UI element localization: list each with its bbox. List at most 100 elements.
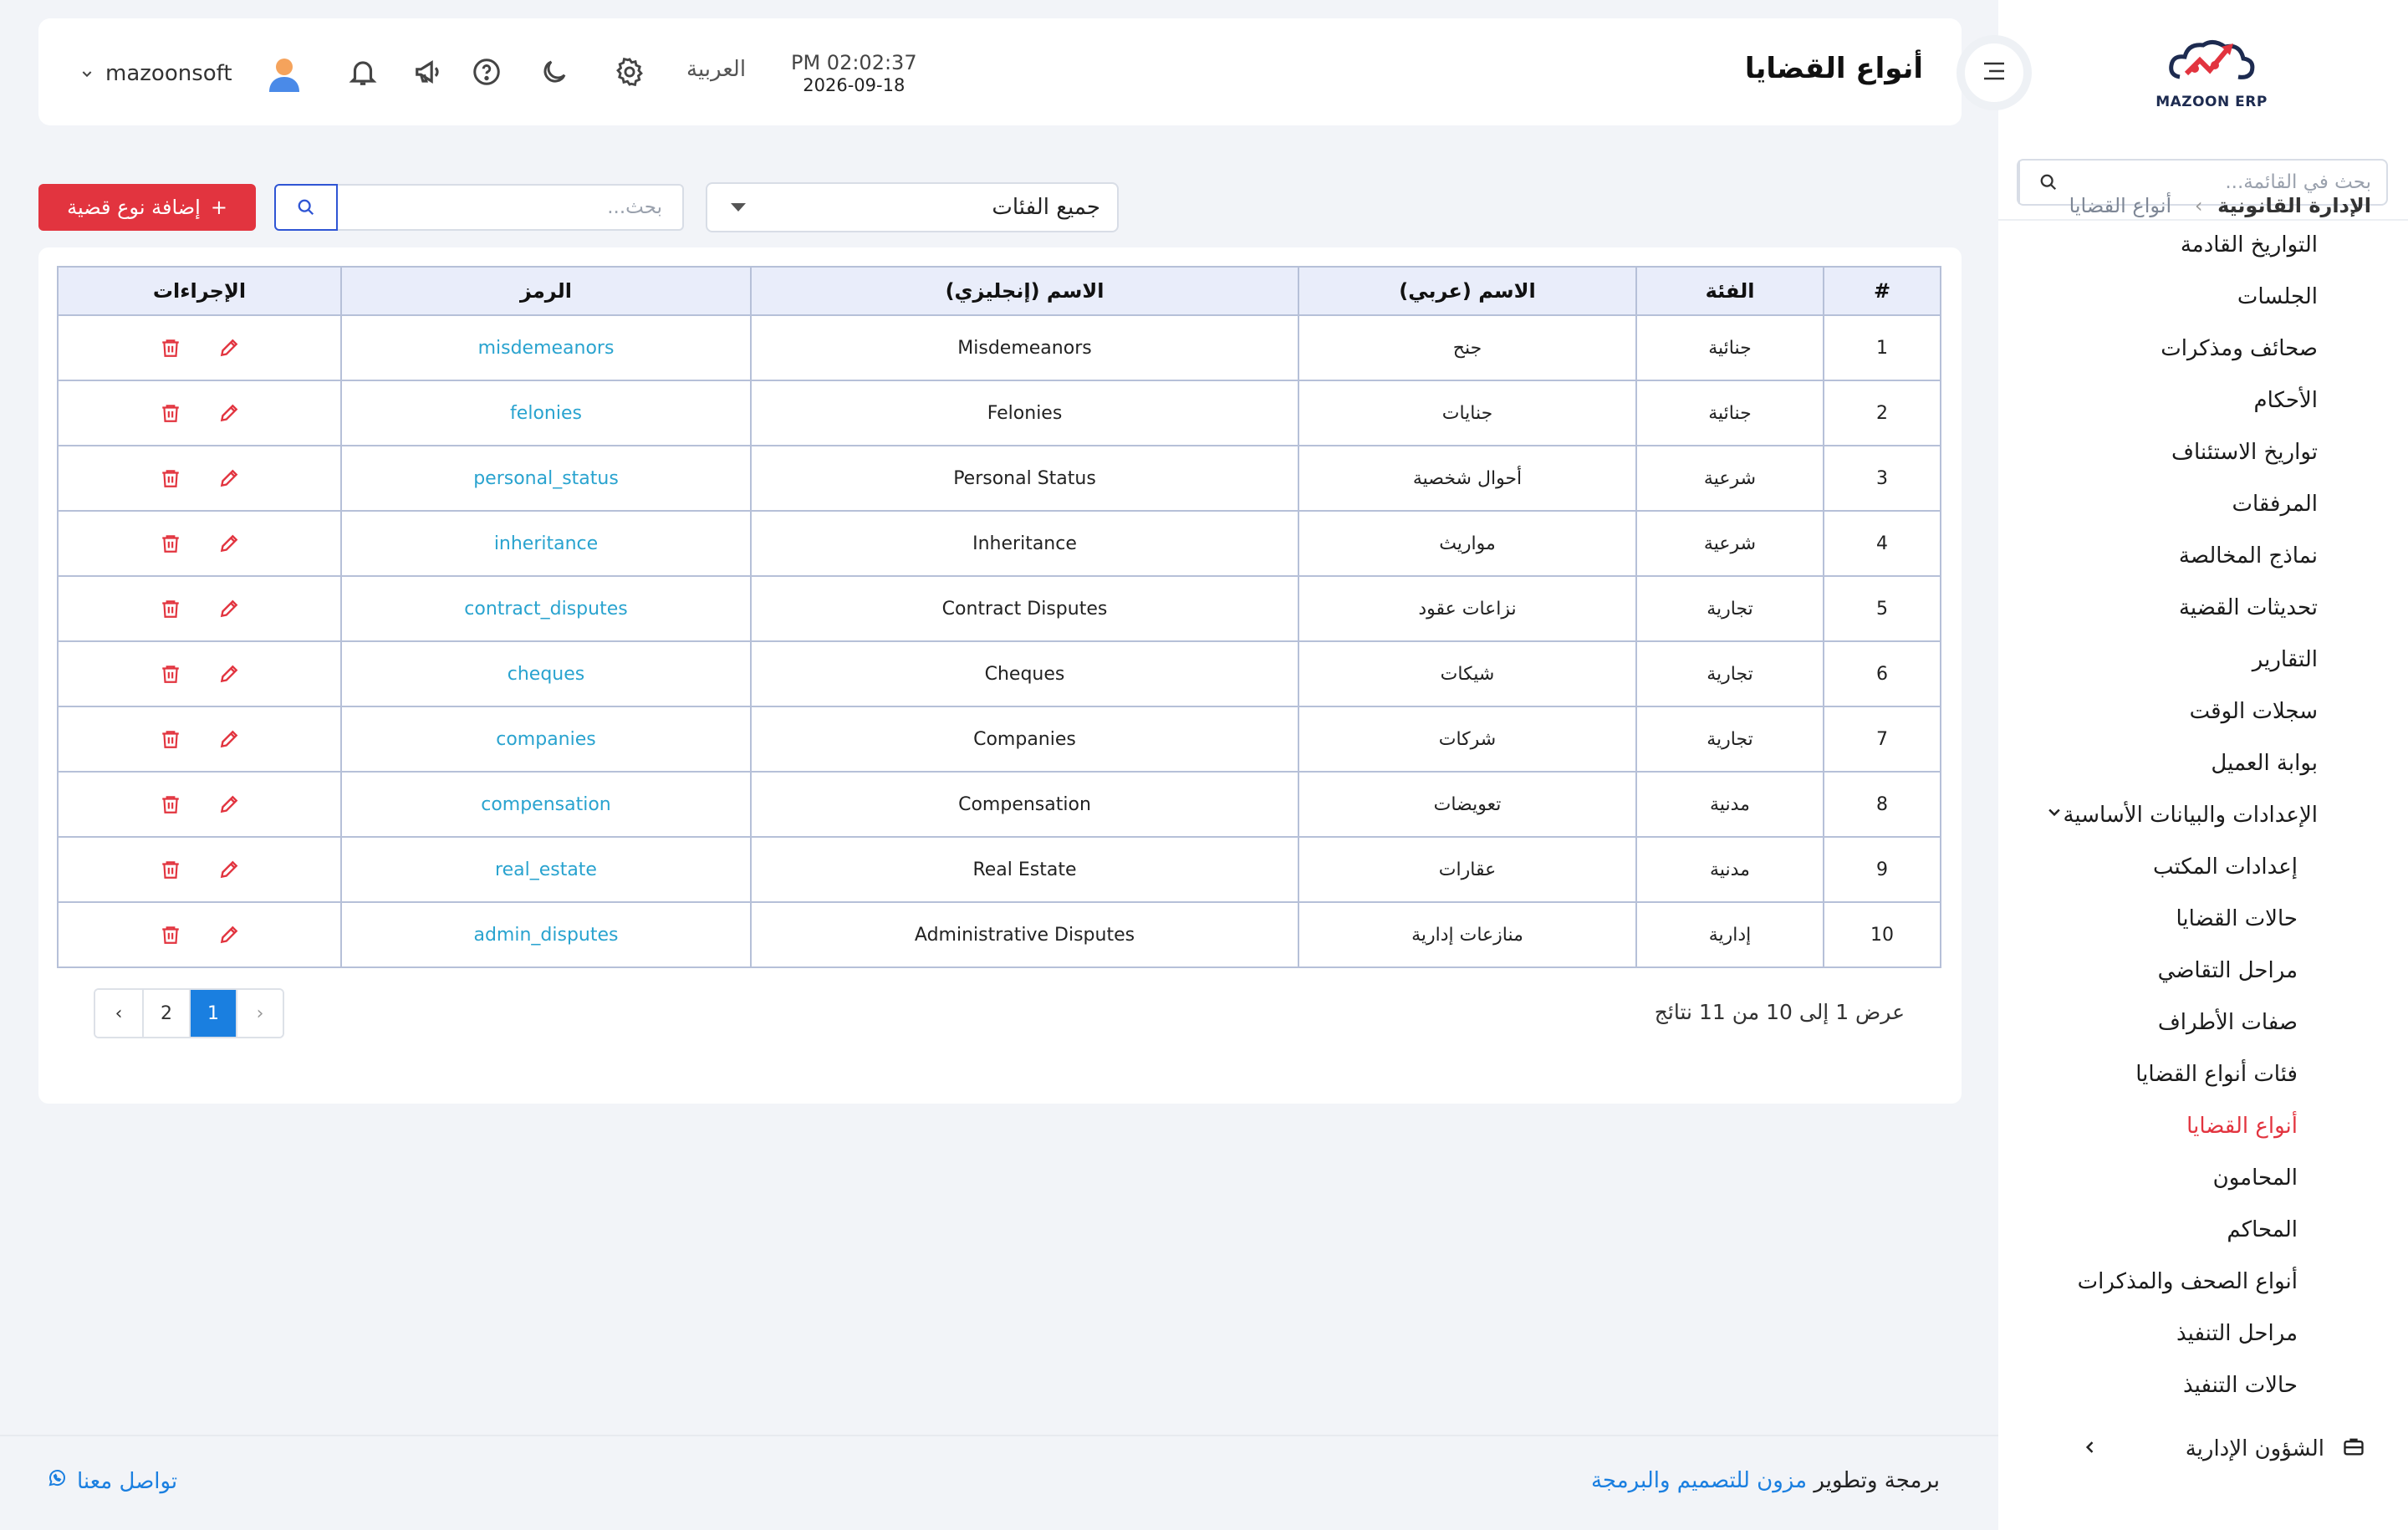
sidebar-item-attachments[interactable]: المرفقات	[2232, 492, 2318, 517]
contact-us-link[interactable]: تواصل معنا	[47, 1468, 177, 1494]
edit-icon[interactable]	[217, 596, 242, 621]
table-row: 6 تجارية شيكات Cheques cheques	[57, 640, 1941, 707]
edit-icon[interactable]	[217, 857, 242, 882]
cell-name-ar: منازعات إدارية	[1298, 901, 1637, 968]
sidebar-item-lawyers[interactable]: المحامون	[2212, 1165, 2298, 1191]
briefcase-icon	[2341, 1435, 2366, 1464]
trash-icon[interactable]	[158, 400, 183, 426]
bell-icon[interactable]	[344, 54, 381, 90]
column-header-code[interactable]: الرمز	[340, 266, 752, 316]
sidebar-item-label: الشؤون الإدارية	[2185, 1436, 2324, 1461]
sidebar-item-sessions[interactable]: الجلسات	[2237, 284, 2318, 309]
table-row: 4 شرعية مواريث Inheritance inheritance	[57, 510, 1941, 577]
sidebar-item-time-logs[interactable]: سجلات الوقت	[2189, 699, 2318, 724]
search-icon	[298, 199, 314, 216]
breadcrumb-parent[interactable]: الإدارة القانونية	[2217, 194, 2371, 217]
sidebar-item-reports[interactable]: التقارير	[2252, 647, 2318, 672]
edit-icon[interactable]	[217, 792, 242, 817]
edit-icon[interactable]	[217, 661, 242, 686]
column-header-num[interactable]: #	[1823, 266, 1941, 316]
logo[interactable]: MAZOON ERP	[2153, 33, 2270, 117]
sidebar-search-input[interactable]	[2077, 171, 2386, 193]
logo-graphic	[2169, 40, 2255, 79]
top-header: أنواع القضايا PM 02:02:37 2026-09-18 الع…	[38, 18, 1962, 125]
sidebar-item-case-statuses[interactable]: حالات القضايا	[2176, 906, 2298, 931]
sidebar-item-case-types[interactable]: أنواع القضايا	[2186, 1114, 2298, 1139]
cell-name-en: Companies	[750, 706, 1299, 773]
sidebar-item-pleadings[interactable]: صحائف ومذكرات	[2161, 336, 2318, 361]
menu-toggle-button[interactable]	[1956, 35, 2032, 110]
trash-icon[interactable]	[158, 857, 183, 882]
edit-icon[interactable]	[217, 531, 242, 556]
cell-num: 7	[1823, 706, 1941, 773]
trash-icon[interactable]	[158, 661, 183, 686]
pagination-page-1[interactable]: 1	[189, 990, 236, 1037]
help-icon[interactable]	[468, 54, 505, 90]
sidebar-menu: التواريخ القادمة الجلسات صحائف ومذكرات ا…	[1998, 219, 2408, 1411]
cell-actions	[57, 510, 342, 577]
sidebar-item-case-updates[interactable]: تحديثات القضية	[2178, 595, 2318, 620]
table-row: 9 مدنية عقارات Real Estate real_estate	[57, 836, 1941, 903]
pagination-page-2[interactable]: 2	[142, 990, 189, 1037]
sidebar-item-administrative-affairs[interactable]: الشؤون الإدارية	[1998, 1421, 2408, 1476]
column-header-category[interactable]: الفئة	[1635, 266, 1824, 316]
gear-icon[interactable]	[611, 54, 648, 90]
trash-icon[interactable]	[158, 466, 183, 491]
cell-actions	[57, 836, 342, 903]
cell-name-ar: شيكات	[1298, 640, 1637, 707]
cell-num: 9	[1823, 836, 1941, 903]
edit-icon[interactable]	[217, 400, 242, 426]
sidebar-item-pleading-types[interactable]: أنواع الصحف والمذكرات	[2077, 1269, 2298, 1294]
search-icon[interactable]	[2018, 161, 2077, 204]
cell-category: تجارية	[1635, 575, 1824, 642]
add-case-type-button[interactable]: + إضافة نوع قضية	[38, 184, 256, 231]
language-switch[interactable]: العربية	[686, 57, 747, 82]
edit-icon[interactable]	[217, 466, 242, 491]
contact-us-label: تواصل معنا	[77, 1468, 178, 1494]
cell-code: felonies	[340, 380, 752, 446]
trash-icon[interactable]	[158, 335, 183, 360]
sidebar-item-litigation-stages[interactable]: مراحل التقاضي	[2157, 958, 2298, 983]
category-filter-value: جميع الفئات	[992, 195, 1100, 220]
table-row: 5 تجارية نزاعات عقود Contract Disputes contr…	[57, 575, 1941, 642]
megaphone-icon[interactable]	[411, 54, 447, 90]
cell-name-en: Contract Disputes	[750, 575, 1299, 642]
sidebar-item-execution-stages[interactable]: مراحل التنفيذ	[2176, 1321, 2298, 1346]
chevron-down-icon	[80, 61, 94, 86]
search-button[interactable]	[274, 184, 338, 231]
sidebar-item-execution-statuses[interactable]: حالات التنفيذ	[2182, 1373, 2298, 1398]
column-header-name-ar[interactable]: الاسم (عربي)	[1298, 266, 1637, 316]
column-header-name-en[interactable]: الاسم (إنجليزي)	[750, 266, 1299, 316]
edit-icon[interactable]	[217, 922, 242, 947]
sidebar-item-party-roles[interactable]: صفات الأطراف	[2157, 1010, 2298, 1035]
trash-icon[interactable]	[158, 727, 183, 752]
sidebar-item-upcoming-dates[interactable]: التواريخ القادمة	[2180, 232, 2318, 258]
trash-icon[interactable]	[158, 792, 183, 817]
table-row: 10 إدارية منازعات إدارية Administrative Dis…	[57, 901, 1941, 968]
sidebar-item-judgments[interactable]: الأحكام	[2253, 388, 2318, 413]
trash-icon[interactable]	[158, 596, 183, 621]
sidebar-item-case-type-categories[interactable]: فئات أنواع القضايا	[2135, 1062, 2298, 1087]
edit-icon[interactable]	[217, 727, 242, 752]
credits-link[interactable]: مزون للتصميم والبرمجة	[1590, 1468, 1808, 1493]
sidebar-item-courts[interactable]: المحاكم	[2227, 1217, 2298, 1242]
pagination-prev-button[interactable]: ‹	[95, 990, 142, 1037]
category-filter-select[interactable]: جميع الفئات	[706, 182, 1119, 232]
moon-icon[interactable]	[536, 54, 573, 90]
pagination-next-button[interactable]: ›	[236, 990, 283, 1037]
cell-category: مدنية	[1635, 771, 1824, 838]
cell-category: جنائية	[1635, 314, 1824, 381]
trash-icon[interactable]	[158, 531, 183, 556]
sidebar-item-client-portal[interactable]: بوابة العميل	[2211, 751, 2318, 776]
cell-name-en: Personal Status	[750, 445, 1299, 512]
cell-name-en: Misdemeanors	[750, 314, 1299, 381]
sidebar-item-office-settings[interactable]: إعدادات المكتب	[2152, 854, 2298, 880]
cell-name-ar: شركات	[1298, 706, 1637, 773]
search-input[interactable]	[338, 184, 684, 231]
trash-icon[interactable]	[158, 922, 183, 947]
sidebar-item-settlement-forms[interactable]: نماذج المخالصة	[2178, 543, 2318, 569]
user-menu[interactable]: mazoonsoft	[80, 54, 304, 94]
sidebar-group-settings[interactable]: الإعدادات والبيانات الأساسية	[1998, 789, 2408, 841]
edit-icon[interactable]	[217, 335, 242, 360]
sidebar-item-appeal-dates[interactable]: تواريخ الاستئناف	[2171, 440, 2318, 465]
